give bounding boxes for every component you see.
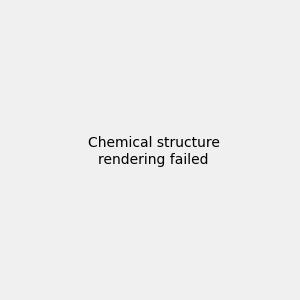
Text: Chemical structure
rendering failed: Chemical structure rendering failed — [88, 136, 220, 166]
